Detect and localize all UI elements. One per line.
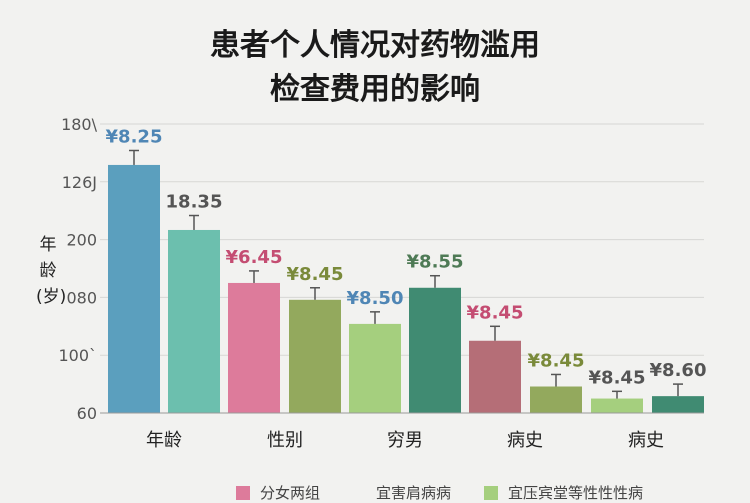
y-tick-label: 180\: [61, 115, 98, 134]
chart-title-line-1: 患者个人情况对药物滥用: [210, 28, 540, 63]
x-tick-label: 性别: [267, 430, 303, 451]
legend-label-3: 宜压宾堂等性性性病: [508, 484, 644, 502]
y-tick-label: 200: [66, 231, 97, 250]
bar: [349, 323, 401, 413]
bar: [228, 282, 280, 413]
bar: [289, 299, 341, 413]
x-tick-label: 穷男: [387, 430, 423, 451]
legend-label-2: 宜害肩病病: [376, 484, 452, 502]
y-tick-label: 60: [77, 404, 97, 423]
bar-value-label: ¥8.55: [407, 252, 464, 273]
legend-item-1: 分女两组: [236, 482, 320, 503]
bar: [409, 287, 461, 413]
bar: [591, 398, 643, 413]
legend-swatch-3: [484, 486, 498, 500]
y-tick-label: 126J: [62, 173, 97, 192]
chart-title: 患者个人情况对药物滥用 检查费用的影响: [0, 24, 750, 112]
x-tick-label: 病史: [628, 430, 664, 451]
legend-item-2: 宜害肩病病: [376, 482, 451, 503]
bar-value-label: ¥8.45: [287, 264, 344, 285]
legend-label-1: 分女两组: [260, 484, 321, 502]
x-tick-label: 病史: [507, 430, 543, 451]
legend-item-3: 宜压宾堂等性性性病: [484, 482, 643, 503]
bar-value-label: ¥8.45: [589, 367, 646, 388]
y-axis-label: 年龄(岁): [36, 235, 67, 307]
bar: [108, 164, 160, 413]
bar: [530, 386, 582, 413]
bar-value-label: ¥8.60: [650, 360, 707, 381]
legend-swatch-1: [236, 486, 250, 500]
bar-value-label: ¥8.45: [528, 350, 585, 371]
bar: [652, 396, 704, 413]
bar-value-label: ¥8.50: [347, 288, 404, 309]
bar: [168, 229, 220, 413]
bar-value-label: ¥8.25: [106, 126, 163, 147]
bar: [469, 340, 521, 413]
x-tick-label: 年龄: [146, 430, 182, 451]
bar-value-label: 18.35: [166, 192, 223, 213]
y-tick-label: 100`: [58, 346, 97, 365]
chart-title-line-2: 检查费用的影响: [270, 72, 480, 107]
bar-value-label: ¥8.45: [467, 302, 524, 323]
y-tick-label: 080: [66, 288, 97, 307]
bar-value-label: ¥6.45: [226, 247, 283, 268]
